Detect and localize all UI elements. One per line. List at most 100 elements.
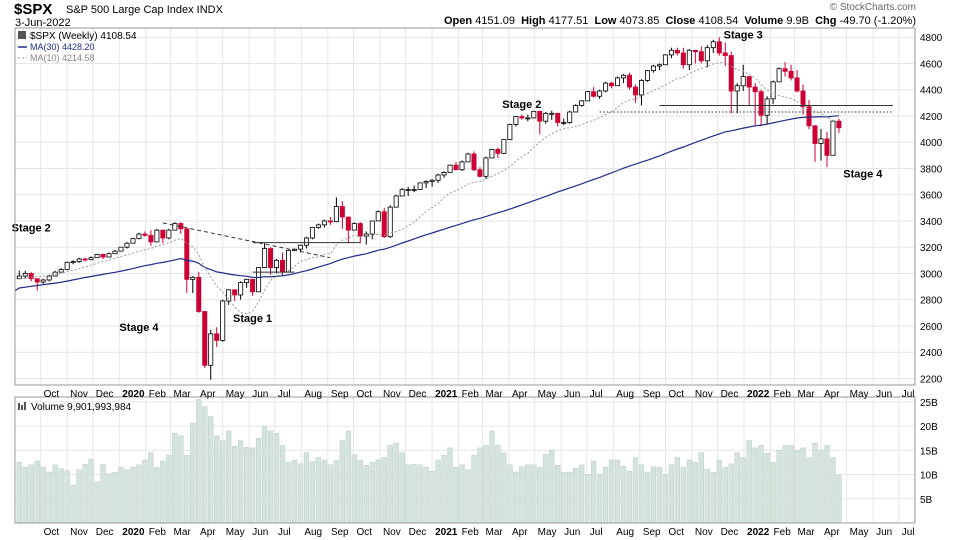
candle-body xyxy=(603,82,609,92)
legend: $SPX (Weekly) 4108.54 MA(30) 4428.20 MA(… xyxy=(18,31,137,413)
volume-bar xyxy=(172,433,178,524)
price-x-tick-label: Jun xyxy=(876,389,892,400)
volume-bar xyxy=(734,452,740,524)
candle-body xyxy=(627,74,633,88)
volume-legend-icon-2 xyxy=(21,405,23,410)
volume-bar xyxy=(369,462,375,524)
price-tick-label: 3400 xyxy=(920,217,943,228)
candle-body xyxy=(124,242,130,248)
volume-bar xyxy=(632,457,639,524)
volume-bar xyxy=(94,481,100,524)
volume-bar xyxy=(782,445,788,524)
volume-bar xyxy=(303,452,310,524)
volume-bar xyxy=(680,467,687,524)
high-label: High xyxy=(521,15,546,27)
volume-bar xyxy=(255,437,262,524)
candle-body xyxy=(357,223,363,237)
price-x-tick-label: Jun xyxy=(564,389,580,400)
close-value: 4108.54 xyxy=(698,15,739,27)
volume-bar xyxy=(818,450,824,524)
candle-body xyxy=(453,164,459,171)
candle-body xyxy=(710,41,716,49)
volume-bar xyxy=(202,406,208,524)
candle-body xyxy=(585,91,591,102)
candle-body xyxy=(740,76,746,87)
volume-bar xyxy=(226,430,232,524)
price-x-tick-label: Dec xyxy=(96,389,114,400)
legend-volume: Volume 9,901,993,984 xyxy=(31,402,132,413)
price-x-tick-label: Nov xyxy=(695,389,713,400)
candle-body xyxy=(405,189,411,191)
volume-bar xyxy=(243,447,250,524)
volume-bar xyxy=(393,442,399,524)
price-tick-label: 4000 xyxy=(920,138,943,149)
volume-bar xyxy=(620,466,627,524)
volume-x-tick-label: Jun xyxy=(564,527,580,538)
price-x-tick-label: Oct xyxy=(668,389,684,400)
price-tick-label: 4400 xyxy=(920,86,943,97)
volume-bar xyxy=(381,457,387,524)
candle-body xyxy=(136,233,142,240)
volume-x-tick-label: Oct xyxy=(668,527,684,538)
volume-bar xyxy=(160,460,166,524)
volume-x-tick-label: Apr xyxy=(512,527,528,538)
volume-bar xyxy=(638,464,645,524)
candle-body xyxy=(112,250,118,255)
volume-x-tick-label: May xyxy=(538,527,557,538)
candle-body xyxy=(812,125,818,144)
volume-x-tick-label: Feb xyxy=(774,527,792,538)
candle-body xyxy=(274,259,280,268)
volume-x-tick-label: Feb xyxy=(149,527,167,538)
volume-bar xyxy=(794,450,800,524)
chg-label: Chg xyxy=(815,15,837,27)
volume-bar xyxy=(166,454,172,524)
candle-body xyxy=(644,70,650,81)
volume-tick-label: 10B xyxy=(920,471,938,482)
volume-bar xyxy=(812,442,818,524)
volume-bar xyxy=(477,447,483,524)
candle-body xyxy=(250,278,256,293)
volume-bar xyxy=(58,468,64,524)
candle-body xyxy=(148,234,154,243)
volume-bar xyxy=(716,459,722,524)
volume-bar xyxy=(261,426,268,524)
price-x-tick-label: Apr xyxy=(200,389,216,400)
volume-bar xyxy=(237,440,244,524)
volume-legend-icon-3 xyxy=(24,402,26,410)
candle-body xyxy=(734,85,740,92)
candle-body xyxy=(543,112,549,122)
price-x-tick-label: May xyxy=(538,389,557,400)
candle-body xyxy=(327,220,333,223)
volume-bar xyxy=(118,467,124,524)
volume-bar xyxy=(279,445,286,524)
volume-bar xyxy=(82,464,88,524)
candle-body xyxy=(244,278,250,284)
volume-bar xyxy=(417,464,423,524)
volume-bar xyxy=(154,467,160,524)
ticker-description: S&P 500 Large Cap Index INDX xyxy=(66,4,223,16)
volume-panel-frame xyxy=(14,396,916,524)
candle-body xyxy=(794,77,800,92)
volume-bar xyxy=(686,459,693,524)
volume-x-tick-label: Apr xyxy=(824,527,840,538)
candle-body xyxy=(722,52,728,56)
candle-body xyxy=(591,91,597,97)
volume-bar xyxy=(722,467,728,524)
volume-bar xyxy=(339,440,345,524)
price-tick-label: 3200 xyxy=(920,243,943,254)
candle-body xyxy=(633,86,639,96)
candle-body xyxy=(166,229,172,239)
volume-x-tick-label: Oct xyxy=(356,527,372,538)
volume-bar xyxy=(196,399,202,524)
candle-body xyxy=(106,253,112,258)
candle-body xyxy=(286,250,291,273)
volume-bar xyxy=(321,459,328,524)
reference-lines xyxy=(162,104,893,273)
candle-body xyxy=(579,100,585,106)
volume-bar xyxy=(148,452,154,524)
stage-label: Stage 4 xyxy=(119,322,159,334)
legend-price: $SPX (Weekly) 4108.54 xyxy=(30,31,137,42)
candle-body xyxy=(130,238,136,244)
candle-body xyxy=(471,153,477,171)
open-value: 4151.09 xyxy=(475,15,515,27)
